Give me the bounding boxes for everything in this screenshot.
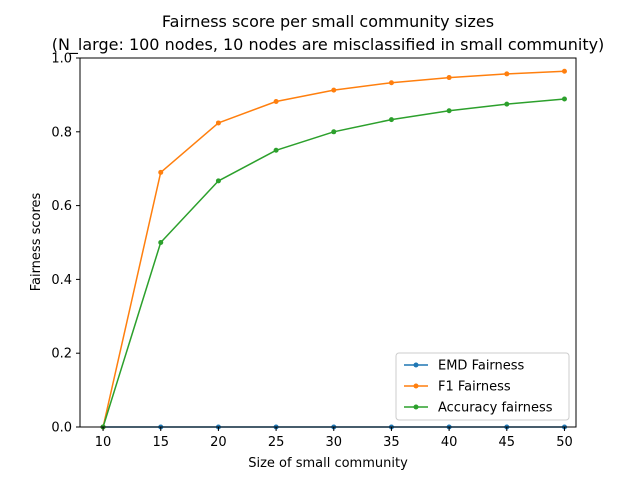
chart-subtitle: (N_large: 100 nodes, 10 nodes are miscla… (52, 35, 605, 55)
legend-swatch-marker (413, 362, 419, 368)
x-tick-label: 30 (325, 435, 342, 450)
data-point (388, 80, 394, 86)
legend: EMD Fairness F1 Fairness Accuracy fairness (395, 352, 570, 421)
y-tick-label: 0.6 (51, 199, 72, 214)
data-point (561, 68, 567, 74)
data-point (158, 240, 164, 245)
x-tick-label: 45 (499, 435, 516, 450)
x-tick-label: 50 (556, 435, 573, 450)
data-point (561, 96, 567, 102)
data-point (446, 108, 452, 114)
data-point (158, 169, 164, 175)
x-tick-label: 15 (152, 435, 169, 450)
y-tick-label: 0.2 (51, 347, 72, 362)
axis-ticks: 10 15 20 25 30 35 40 45 50 0.0 0.2 0.4 0.6 0.8 1.0 (51, 52, 572, 451)
x-axis-label: Size of small community (248, 456, 408, 471)
data-point (446, 75, 452, 81)
plot-frame (79, 57, 577, 428)
y-tick-label: 0.4 (51, 273, 72, 288)
chart-title: Fairness score per small community sizes (162, 12, 494, 31)
y-axis-label: Fairness scores (29, 192, 44, 291)
data-point (331, 87, 337, 93)
plot-area (100, 68, 567, 430)
data-point (273, 99, 279, 105)
legend-label: EMD Fairness (438, 359, 525, 374)
legend-box (395, 352, 570, 421)
y-tick-label: 0.0 (51, 421, 72, 436)
x-tick-label: 35 (383, 435, 400, 450)
x-tick-label: 25 (268, 435, 285, 450)
legend-swatch-marker (413, 404, 419, 410)
y-tick-label: 1.0 (51, 52, 72, 67)
data-point (215, 120, 221, 126)
legend-swatch-marker (413, 383, 419, 389)
x-tick-label: 40 (441, 435, 458, 450)
data-point (331, 129, 337, 135)
legend-label: F1 Fairness (438, 380, 511, 395)
y-tick-label: 0.8 (51, 125, 72, 140)
data-point (215, 178, 221, 184)
x-tick-label: 20 (210, 435, 227, 450)
data-point (504, 101, 510, 107)
data-point (273, 147, 279, 153)
legend-label: Accuracy fairness (438, 401, 553, 416)
x-tick-label: 10 (95, 435, 112, 450)
data-point (504, 71, 510, 77)
data-point (388, 117, 394, 123)
